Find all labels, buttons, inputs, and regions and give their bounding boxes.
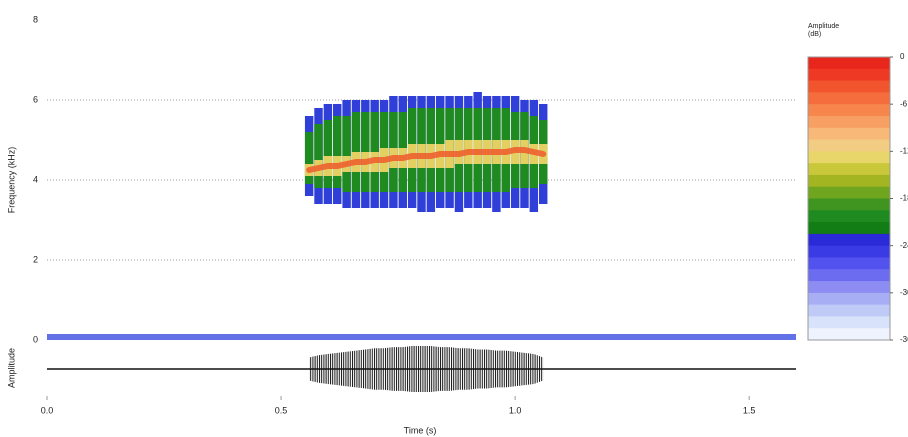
colorbar-swatch [808, 104, 890, 117]
colorbar-swatch [808, 328, 890, 341]
colorbar-tick-label: -12 [900, 146, 908, 155]
y-tick-label: 6 [33, 94, 38, 104]
colorbar-tick-label: -18 [900, 194, 908, 203]
y-axis-label: Frequency (kHz) [6, 147, 16, 214]
colorbar-swatch [808, 316, 890, 329]
colorbar-swatch [808, 92, 890, 105]
x-axis-label: Time (s) [404, 425, 437, 435]
colorbar-swatch [808, 222, 890, 235]
colorbar-swatch [808, 210, 890, 223]
colorbar-swatch [808, 115, 890, 129]
x-tick-label: 1.0 [509, 405, 522, 415]
colorbar-swatch [808, 174, 890, 188]
colorbar-swatch [808, 304, 890, 317]
colorbar-swatch [808, 186, 890, 199]
colorbar-swatch [808, 281, 890, 294]
colorbar-swatch [808, 257, 890, 270]
colorbar-title: (dB) [808, 31, 821, 38]
y-tick-label: 8 [33, 14, 38, 24]
colorbar-swatch [808, 80, 890, 93]
spectrogram-cell [342, 116, 351, 192]
spectrogram-cell [314, 124, 323, 188]
peak-ridge [306, 147, 547, 173]
colorbar-swatch [808, 163, 890, 176]
colorbar-swatch [808, 198, 890, 211]
y-tick-label: 0 [33, 334, 38, 344]
waveform [309, 346, 544, 392]
x-tick-label: 0.5 [275, 405, 288, 415]
colorbar-swatch [808, 245, 890, 258]
colorbar-swatch [808, 127, 890, 141]
noise-band [47, 334, 796, 340]
colorbar-tick-label: -36 [900, 335, 908, 344]
spectrogram-cell [323, 120, 333, 188]
colorbar-tick-label: -6 [900, 99, 908, 108]
colorbar-swatch [808, 233, 890, 247]
x-tick-label: 1.5 [743, 405, 756, 415]
colorbar-tick-label: 0 [900, 52, 905, 61]
colorbar-swatch [808, 57, 890, 70]
spectrogram-cell [333, 116, 342, 188]
colorbar-swatch [808, 269, 890, 282]
colorbar-swatch [808, 292, 890, 306]
colorbar-swatch [808, 68, 890, 82]
colorbar-swatch [808, 139, 890, 152]
colorbar-swatch [808, 151, 890, 164]
spectrogram-cell [304, 132, 314, 184]
x-tick-label: 0.0 [41, 405, 54, 415]
waveform-label: Amplitude [6, 348, 16, 388]
colorbar-title: Amplitude [808, 23, 839, 30]
colorbar-tick-label: -24 [900, 241, 908, 250]
y-tick-label: 2 [33, 254, 38, 264]
colorbar-tick-label: -30 [900, 288, 908, 297]
y-tick-label: 4 [33, 174, 38, 184]
